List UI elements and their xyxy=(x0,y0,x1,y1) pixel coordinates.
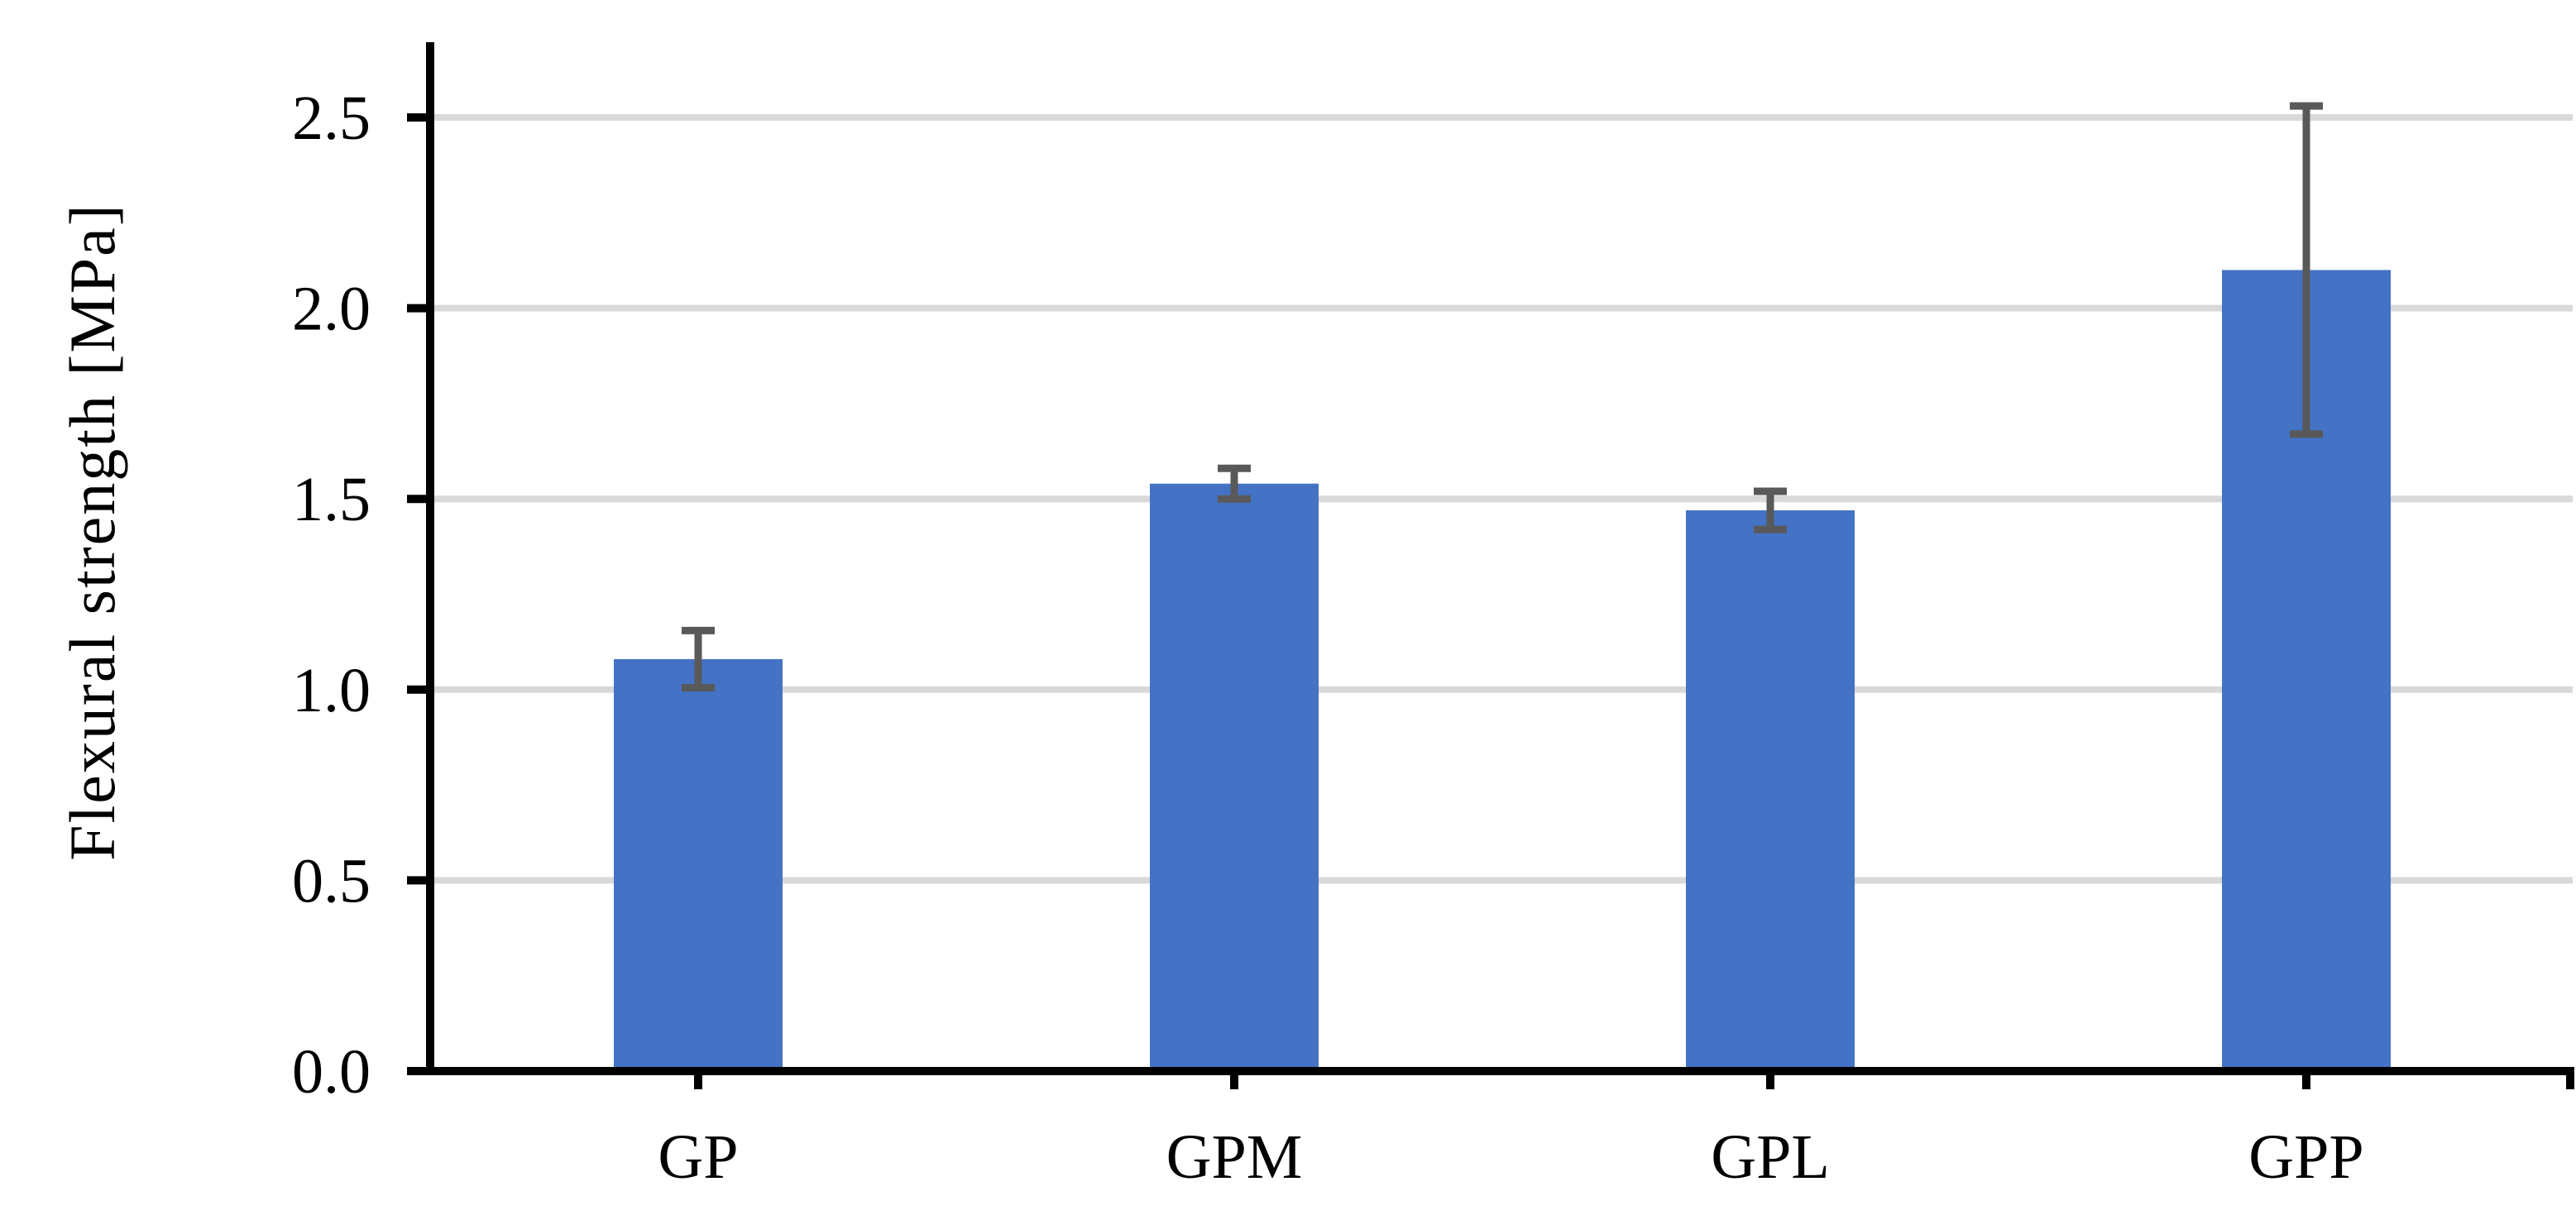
x-axis-ticks xyxy=(694,1067,2574,1089)
y-axis-title: Flexural strength [MPa] xyxy=(56,203,128,861)
error-bar-gpp xyxy=(2290,102,2323,438)
y-tick-label-2.5: 2.5 xyxy=(292,84,371,153)
x-category-label-gpp: GPP xyxy=(2248,1122,2363,1192)
error-bar-gpl xyxy=(1754,487,1787,533)
y-tick-label-1.5: 1.5 xyxy=(292,465,371,534)
gridlines xyxy=(430,114,2573,884)
bar-gpl xyxy=(1686,510,1855,1075)
y-axis-ticks xyxy=(407,113,430,1075)
y-tick-label-0.5: 0.5 xyxy=(292,846,371,916)
y-tick-labels: 0.0 0.5 1.0 1.5 2.0 2.5 xyxy=(292,84,371,1107)
x-category-label-gp: GP xyxy=(658,1122,738,1192)
bar-gp xyxy=(614,658,783,1075)
bar-gpm xyxy=(1150,483,1319,1075)
y-tick-label-0.0: 0.0 xyxy=(292,1037,371,1107)
x-category-label-gpl: GPL xyxy=(1711,1122,1830,1192)
error-bars xyxy=(682,102,2323,691)
bar-chart-canvas: 0.0 0.5 1.0 1.5 2.0 2.5 GP GPM GPL GPP Flexural … xyxy=(56,42,2574,1192)
error-bar-gp xyxy=(682,626,715,691)
x-category-label-gpm: GPM xyxy=(1166,1122,1303,1192)
axes xyxy=(426,42,2574,1075)
x-category-labels: GP GPM GPL GPP xyxy=(658,1122,2363,1192)
y-tick-label-1.0: 1.0 xyxy=(292,656,371,725)
bars xyxy=(614,270,2391,1076)
error-bar-gpm xyxy=(1218,464,1251,503)
flexural-strength-bar-chart: 0.0 0.5 1.0 1.5 2.0 2.5 GP GPM GPL GPP Flexural … xyxy=(33,13,2576,1202)
y-tick-label-2.0: 2.0 xyxy=(292,275,371,344)
